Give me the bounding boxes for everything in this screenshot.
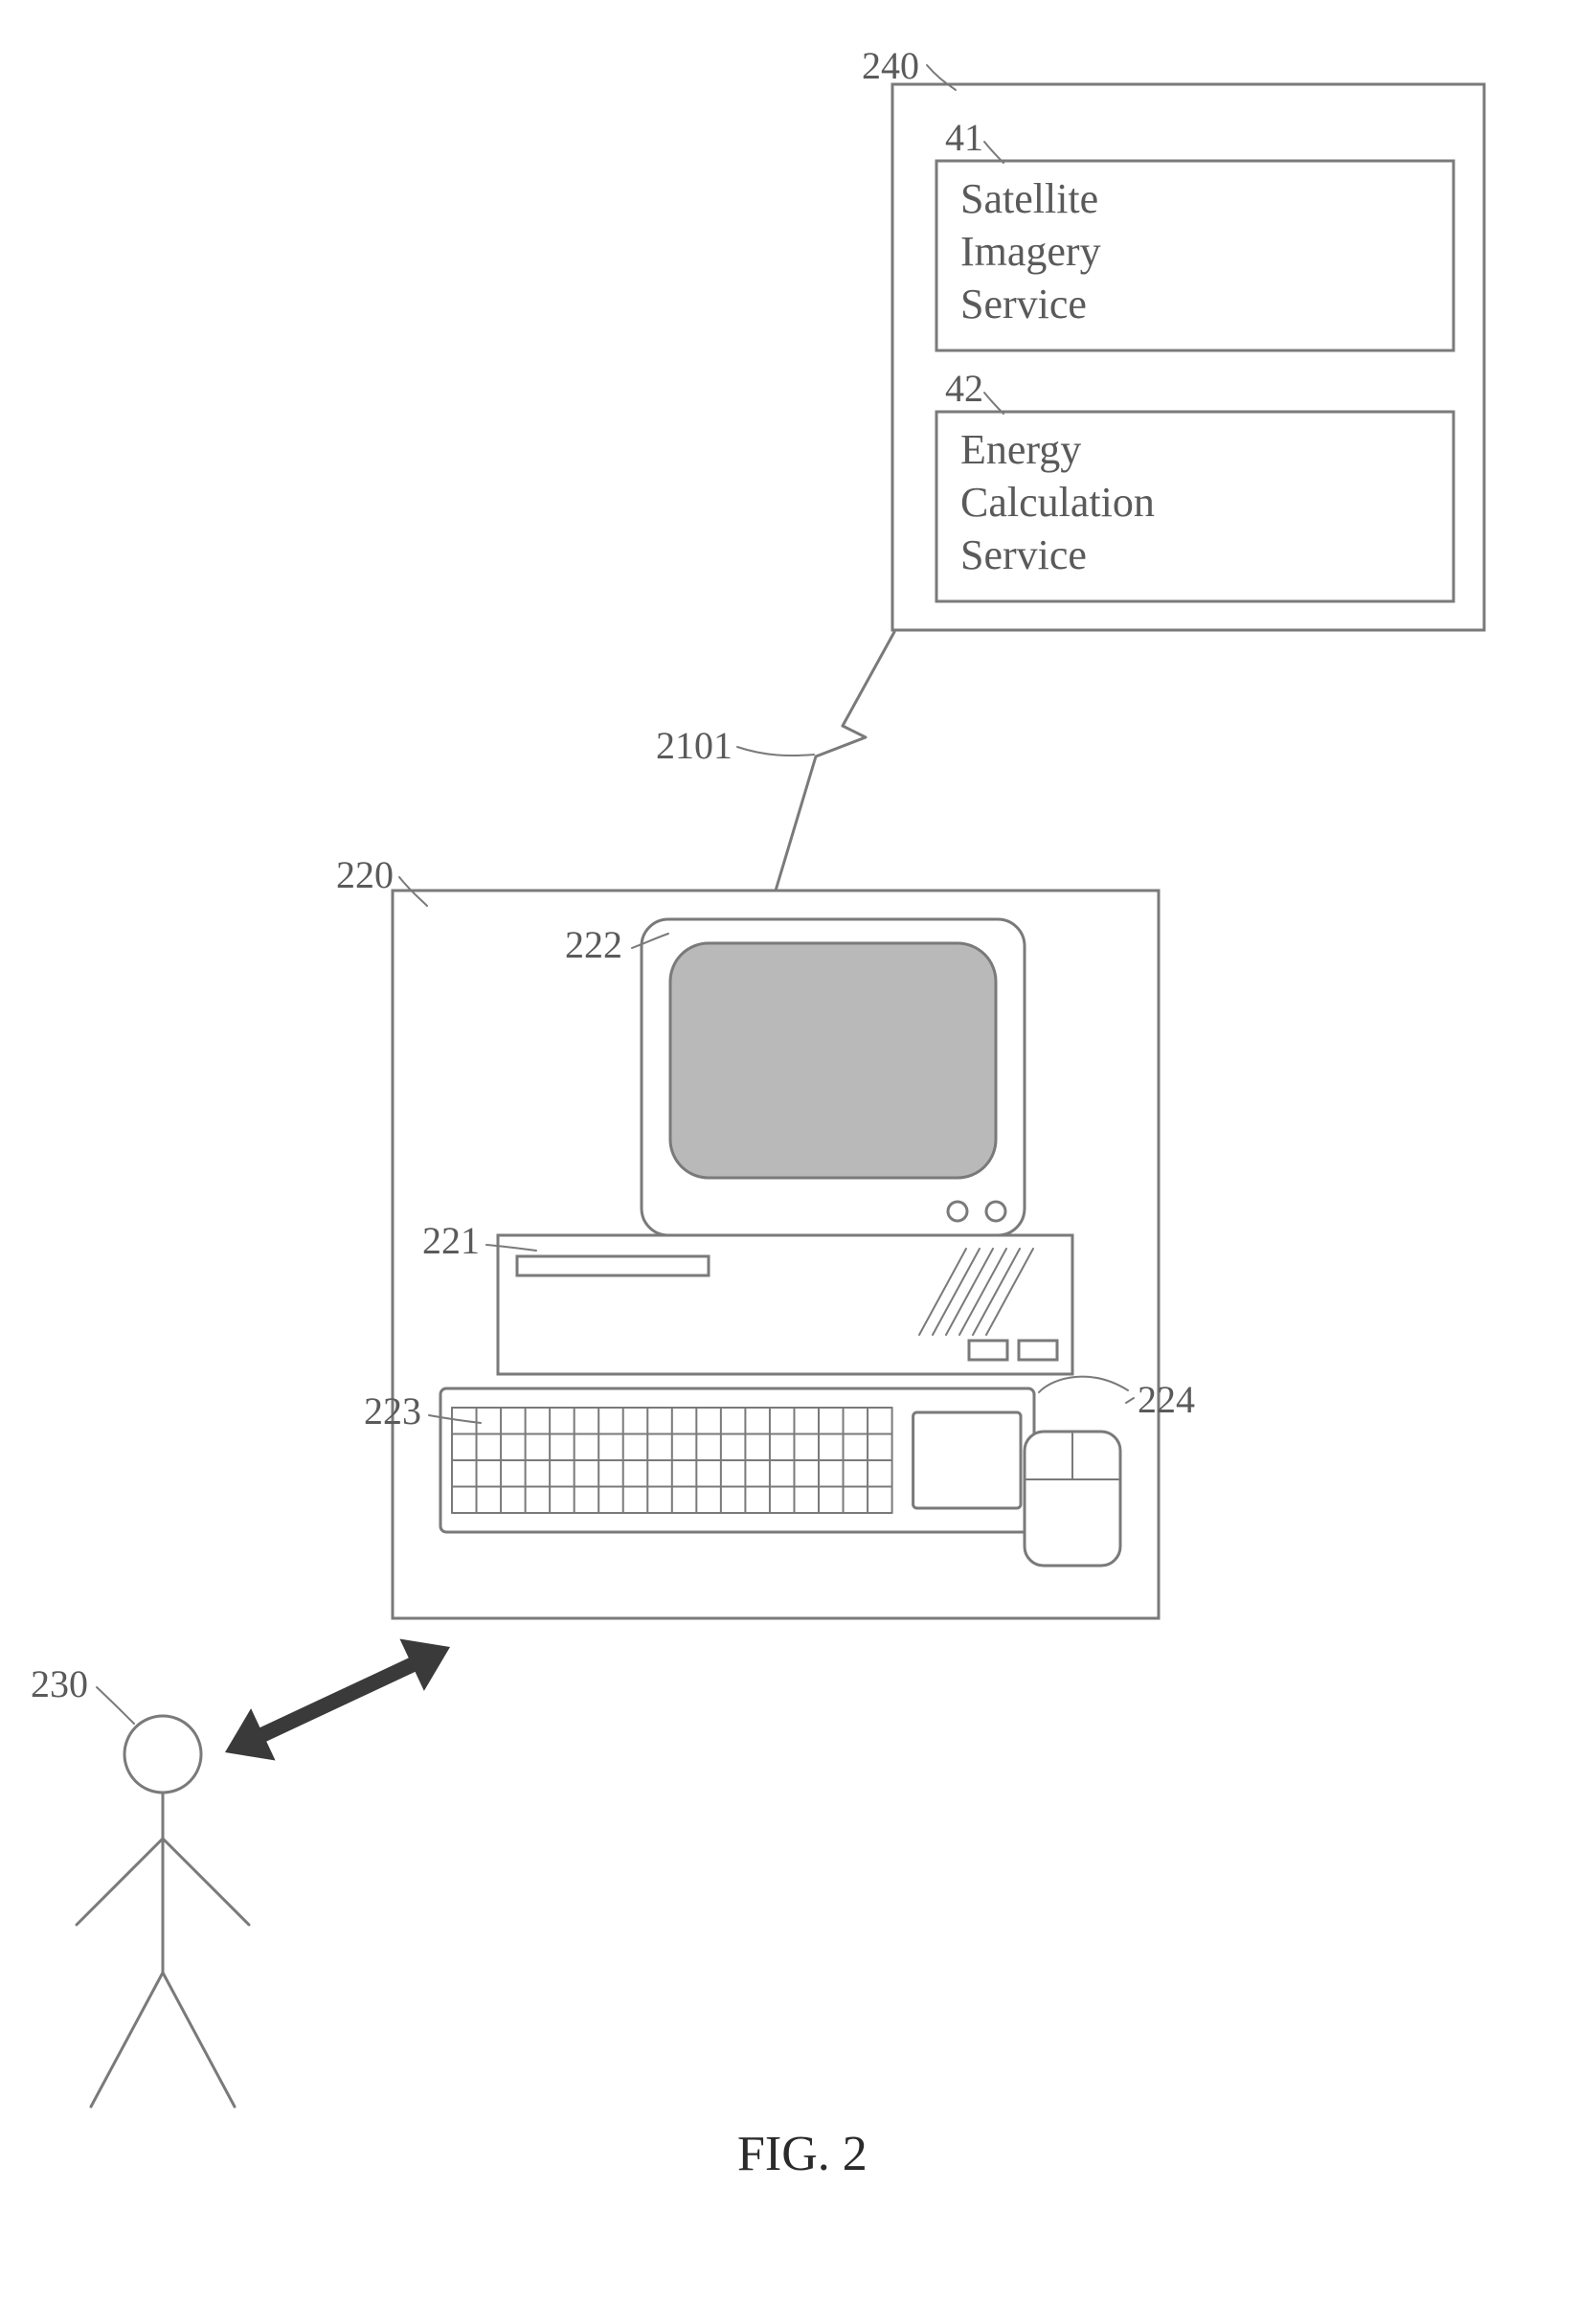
ref-label-221: 221 bbox=[422, 1218, 480, 1263]
ref-label-240: 240 bbox=[862, 43, 919, 88]
ref-label-223: 223 bbox=[364, 1388, 421, 1433]
diagram-svg bbox=[0, 0, 1578, 2324]
satellite-service-label: Satellite Imagery Service bbox=[960, 172, 1101, 330]
ref-label-230: 230 bbox=[31, 1661, 88, 1706]
ref-label-220: 220 bbox=[336, 852, 394, 897]
ref-label-41: 41 bbox=[945, 115, 983, 160]
ref-label-2101: 2101 bbox=[656, 723, 733, 768]
energy-service-label: Energy Calculation Service bbox=[960, 423, 1155, 581]
figure-caption: FIG. 2 bbox=[737, 2126, 868, 2182]
ref-label-222: 222 bbox=[565, 922, 622, 967]
figure-canvas: 240 41 42 2101 220 222 221 223 224 230 S… bbox=[0, 0, 1578, 2324]
ref-label-224: 224 bbox=[1138, 1377, 1195, 1422]
ref-label-42: 42 bbox=[945, 366, 983, 411]
